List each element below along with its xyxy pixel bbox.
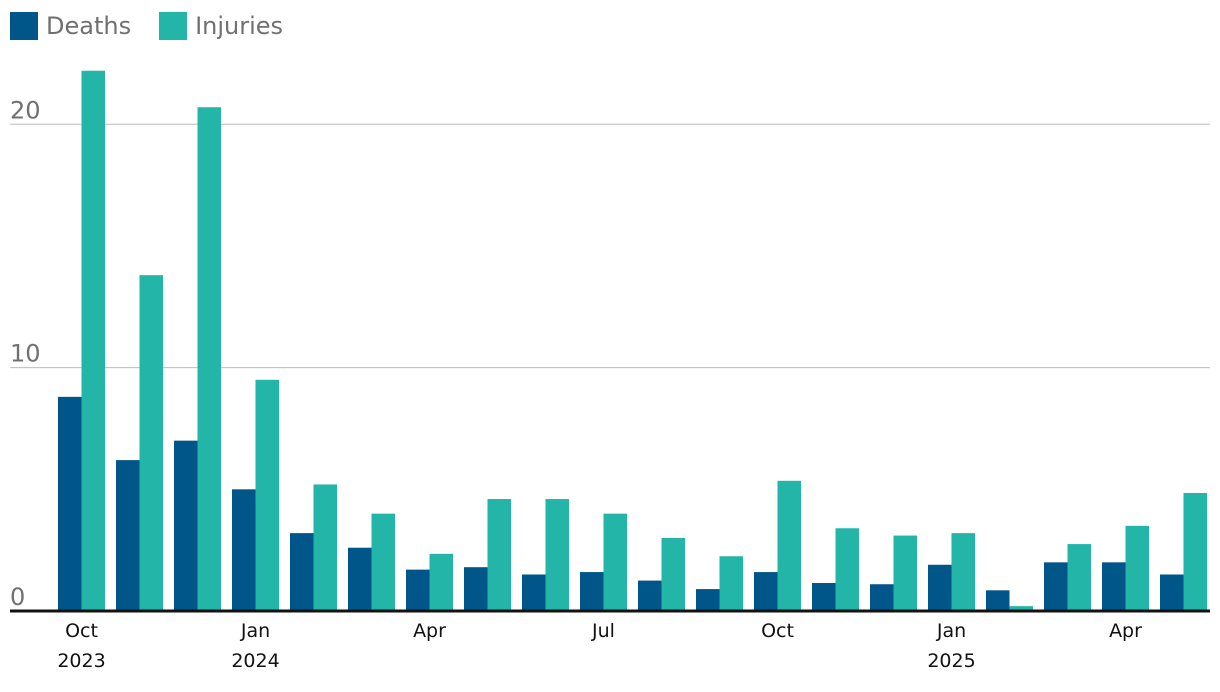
bar-injuries-4 <box>313 484 337 611</box>
bar-deaths-12 <box>754 572 778 611</box>
bar-injuries-2 <box>197 107 221 611</box>
x-tick-label-oct-12: Oct <box>761 620 794 642</box>
bar-injuries-15 <box>951 533 975 611</box>
bar-deaths-5 <box>348 547 372 611</box>
legend-swatch-deaths <box>10 12 38 40</box>
bar-injuries-17 <box>1067 544 1091 611</box>
bar-injuries-8 <box>545 499 569 611</box>
bar-deaths-4 <box>290 533 314 611</box>
y-tick-label-0: 0 <box>10 583 25 611</box>
bar-injuries-11 <box>719 556 743 611</box>
legend: Deaths Injuries <box>10 12 311 40</box>
bar-deaths-18 <box>1102 562 1126 611</box>
x-tick-label-oct-0: Oct <box>65 620 98 642</box>
x-tick-year-2024: 2024 <box>231 650 279 672</box>
bar-injuries-14 <box>893 535 917 611</box>
bar-deaths-9 <box>580 572 604 611</box>
bar-injuries-9 <box>603 513 627 611</box>
bar-deaths-3 <box>232 489 256 611</box>
legend-item-injuries: Injuries <box>159 12 283 40</box>
bar-injuries-18 <box>1125 525 1149 611</box>
legend-swatch-injuries <box>159 12 188 40</box>
bar-injuries-13 <box>835 528 859 611</box>
bar-deaths-10 <box>638 580 662 611</box>
bar-deaths-2 <box>174 440 198 611</box>
x-tick-label-jul-9: Jul <box>591 620 615 642</box>
bar-injuries-19 <box>1183 492 1207 611</box>
y-tick-label-20: 20 <box>10 96 41 124</box>
bar-injuries-16 <box>1009 606 1033 611</box>
legend-label-injuries: Injuries <box>195 12 284 40</box>
bar-deaths-14 <box>870 584 894 611</box>
bar-deaths-16 <box>986 590 1010 611</box>
y-axis-tick-labels: 0 10 20 <box>10 96 41 611</box>
legend-label-deaths: Deaths <box>46 12 132 40</box>
bar-injuries-6 <box>429 553 453 611</box>
bar-injuries-0 <box>81 70 105 612</box>
bar-deaths-7 <box>464 567 488 611</box>
bar-injuries-5 <box>371 513 395 611</box>
bar-deaths-6 <box>406 569 430 611</box>
x-tick-label-apr-18: Apr <box>1109 620 1142 642</box>
bar-injuries-10 <box>661 537 685 611</box>
y-tick-label-10: 10 <box>10 340 41 368</box>
x-tick-label-apr-6: Apr <box>413 620 446 642</box>
bar-injuries-1 <box>139 275 163 611</box>
bar-deaths-1 <box>116 460 140 611</box>
bar-injuries-3 <box>255 379 279 611</box>
x-tick-label-jan-15: Jan <box>936 620 966 642</box>
bar-deaths-17 <box>1044 562 1068 611</box>
x-tick-year-2025: 2025 <box>927 650 975 672</box>
bars <box>58 70 1207 612</box>
bar-deaths-19 <box>1160 574 1184 611</box>
bar-deaths-13 <box>812 583 836 611</box>
bar-deaths-8 <box>522 574 546 611</box>
x-tick-label-jan-3: Jan <box>240 620 270 642</box>
bar-deaths-0 <box>58 396 82 611</box>
legend-item-deaths: Deaths <box>10 12 131 40</box>
bar-deaths-11 <box>696 589 720 611</box>
x-axis-tick-labels: Oct 2023 Jan 2024 Apr Jul Oct Jan 2025 Apr <box>57 620 1142 672</box>
x-tick-year-2023: 2023 <box>57 650 105 672</box>
gridlines <box>10 123 1210 369</box>
bar-injuries-12 <box>777 480 801 611</box>
bar-injuries-7 <box>487 499 511 611</box>
bar-deaths-15 <box>928 564 952 611</box>
